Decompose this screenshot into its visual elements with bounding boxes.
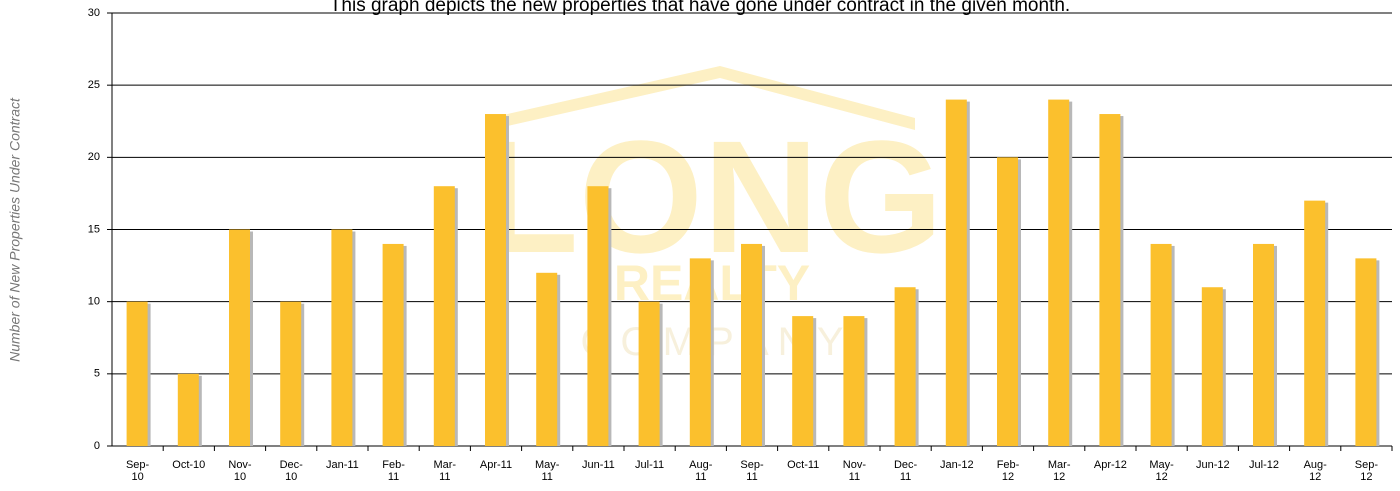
bar [433, 186, 455, 446]
x-tick-label: Dec-11 [893, 459, 918, 483]
bar [997, 157, 1018, 447]
watermark-roof [490, 66, 915, 130]
bar [485, 114, 506, 447]
bar [945, 99, 967, 446]
x-tick-label: Jul-12 [1249, 459, 1279, 471]
chart-title: This graph depicts the new properties th… [330, 0, 1070, 16]
bar [1304, 200, 1326, 446]
y-tick-label: 5 [94, 368, 100, 380]
bar [126, 301, 148, 446]
x-tick-label: Jan-12 [939, 459, 974, 471]
bar [1099, 114, 1121, 447]
x-tick-label: Apr-11 [479, 459, 513, 471]
x-tick-label: Nov-10 [228, 459, 252, 483]
bar [1201, 287, 1223, 446]
bar [587, 186, 609, 446]
bar [382, 243, 404, 446]
x-tick-label: Apr-12 [1093, 459, 1127, 471]
y-axis-label: Number of New Properties Under Contract [7, 97, 23, 362]
bar [792, 316, 814, 446]
bar [177, 373, 199, 446]
x-tick-label: Aug-12 [1303, 459, 1327, 483]
bar [331, 229, 353, 446]
x-tick-label: May-12 [1149, 459, 1174, 483]
x-tick-label: Jun-11 [581, 459, 615, 471]
watermark-text: LONG [481, 107, 943, 286]
y-tick-label: 20 [88, 151, 100, 163]
y-tick-label: 15 [88, 223, 100, 235]
bar [280, 301, 302, 446]
y-tick-label: 30 [88, 7, 100, 19]
x-tick-label: Jan-11 [325, 459, 359, 471]
x-tick-label: Jun-12 [1195, 459, 1230, 471]
x-tick-label: Aug-11 [689, 459, 713, 483]
x-tick-label: Dec-10 [279, 459, 303, 483]
x-tick-label: Oct-11 [787, 459, 820, 471]
x-tick-label: Feb-12 [996, 459, 1020, 483]
bar [741, 243, 762, 446]
y-tick-label: 25 [88, 79, 100, 91]
bar [894, 287, 916, 446]
x-tick-label: May-11 [534, 459, 560, 483]
bar [843, 316, 865, 446]
bar [229, 229, 250, 446]
bar [1150, 243, 1172, 446]
x-tick-label: Sep-11 [740, 459, 764, 483]
x-tick-label: Nov-11 [842, 459, 866, 483]
x-tick-label: Mar-12 [1047, 459, 1071, 483]
bar [1355, 258, 1377, 446]
bar [638, 301, 660, 446]
bar [689, 258, 711, 446]
x-tick-label: Oct-10 [172, 459, 206, 471]
bar [1048, 99, 1070, 446]
x-tick-label: Mar-11 [433, 459, 457, 483]
x-tick-label: Sep-10 [125, 459, 150, 483]
y-tick-label: 0 [94, 440, 100, 452]
x-tick-label: Jul-11 [635, 459, 665, 471]
x-tick-label: Feb-11 [382, 459, 405, 483]
x-tick-label: Sep-12 [1354, 459, 1379, 483]
bar [1253, 243, 1274, 446]
y-tick-label: 10 [88, 296, 100, 308]
bar [536, 272, 558, 446]
